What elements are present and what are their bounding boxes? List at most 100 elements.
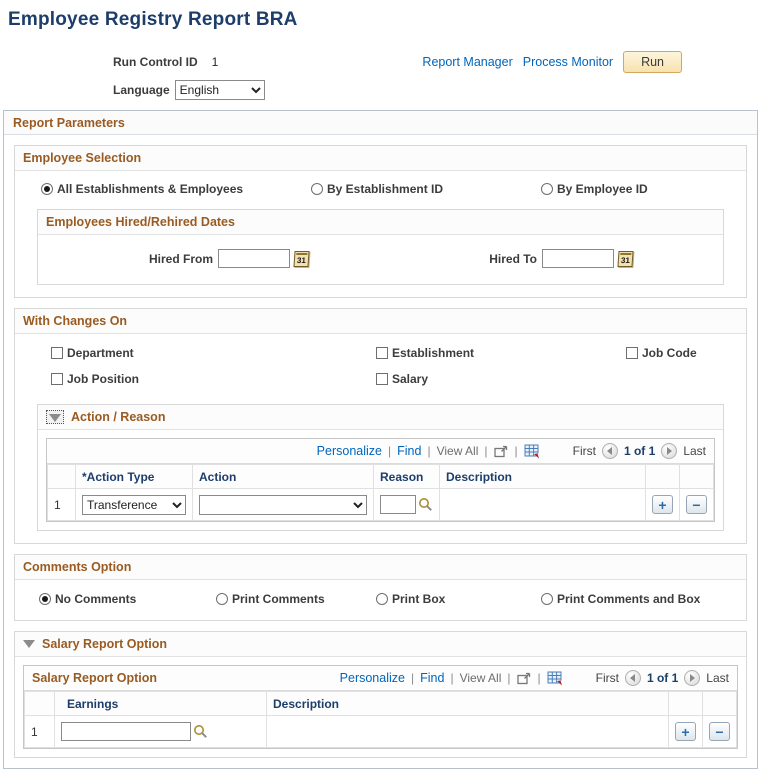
radio-button-icon[interactable] [376, 593, 388, 605]
earnings-input[interactable] [61, 722, 191, 741]
arrow-left-icon [630, 674, 636, 682]
delete-row-button[interactable]: − [709, 722, 730, 741]
column-header-description: Description [266, 691, 669, 716]
view-all-link[interactable]: View All [459, 671, 502, 685]
hired-to-input[interactable] [542, 249, 614, 268]
column-header-reason: Reason [373, 464, 440, 489]
radio-by-establishment-id[interactable]: By Establishment ID [311, 182, 541, 196]
hired-from-input[interactable] [218, 249, 290, 268]
lookup-magnifier-icon[interactable] [418, 497, 433, 512]
radio-button-icon[interactable] [311, 183, 323, 195]
radio-button-icon[interactable] [39, 593, 51, 605]
radio-print-comments[interactable]: Print Comments [216, 592, 376, 606]
column-header-action: Action [192, 464, 374, 489]
column-header-row: Earnings Description [24, 691, 737, 716]
checkbox-icon[interactable] [51, 347, 63, 359]
radio-by-employee-id[interactable]: By Employee ID [541, 182, 648, 196]
arrow-right-icon [666, 447, 672, 455]
calendar-icon[interactable]: 31 [617, 250, 634, 267]
hired-dates-groupbox: Employees Hired/Rehired Dates Hired From… [37, 209, 724, 285]
description-cell [439, 488, 646, 521]
add-row-button[interactable]: + [675, 722, 696, 741]
checkbox-job-code[interactable]: Job Code [626, 346, 697, 360]
first-page-label: First [572, 444, 596, 458]
action-select[interactable] [199, 494, 367, 515]
download-to-excel-icon[interactable] [547, 671, 563, 686]
action-reason-grid: Personalize | Find | View All | | First … [46, 438, 715, 522]
column-header-row: *Action Type Action Reason Description [47, 464, 714, 489]
hired-dates-title: Employees Hired/Rehired Dates [46, 215, 235, 229]
action-reason-title: Action / Reason [71, 410, 166, 424]
radio-button-icon[interactable] [541, 593, 553, 605]
report-parameters-header: Report Parameters [4, 111, 757, 135]
process-monitor-link[interactable]: Process Monitor [522, 55, 614, 69]
checkbox-job-position[interactable]: Job Position [51, 372, 376, 386]
find-link[interactable]: Find [420, 671, 445, 685]
action-type-select[interactable]: Transference [82, 494, 186, 515]
employee-selection-groupbox: Employee Selection All Establishments & … [14, 145, 747, 298]
with-changes-on-title: With Changes On [23, 314, 128, 328]
row-number: 1 [24, 715, 55, 748]
column-header-description: Description [439, 464, 646, 489]
salary-report-option-title: Salary Report Option [42, 637, 168, 651]
chevron-down-icon[interactable] [23, 640, 35, 648]
column-header-earnings: Earnings [54, 691, 267, 716]
checkbox-icon[interactable] [376, 373, 388, 385]
next-page-button[interactable] [661, 443, 678, 459]
language-select[interactable]: English [174, 80, 265, 100]
checkbox-salary[interactable]: Salary [376, 372, 428, 386]
report-parameters-container: Report Parameters Employee Selection All… [3, 110, 758, 769]
calendar-icon[interactable]: 31 [293, 250, 310, 267]
download-to-excel-icon[interactable] [524, 444, 540, 459]
column-header-action-type: *Action Type [75, 464, 193, 489]
personalize-link[interactable]: Personalize [316, 444, 382, 458]
add-row-button[interactable]: + [652, 495, 673, 514]
salary-report-option-grid: Salary Report Option Personalize | Find … [23, 665, 738, 749]
checkbox-establishment[interactable]: Establishment [376, 346, 626, 360]
language-row: Language English [113, 80, 761, 100]
salary-grid-title: Salary Report Option [32, 671, 158, 685]
radio-print-box[interactable]: Print Box [376, 592, 541, 606]
last-page-label: Last [683, 444, 706, 458]
comments-option-title: Comments Option [23, 560, 132, 574]
table-row: 1 Transference [47, 488, 714, 521]
action-reason-section: Action / Reason Personalize | Find | Vie… [37, 404, 724, 531]
find-link[interactable]: Find [397, 444, 422, 458]
reason-input[interactable] [380, 495, 416, 514]
previous-page-button[interactable] [601, 443, 618, 459]
run-control-id-value: 1 [211, 55, 219, 69]
lookup-magnifier-icon[interactable] [193, 724, 208, 739]
radio-button-icon[interactable] [541, 183, 553, 195]
checkbox-icon[interactable] [376, 347, 388, 359]
view-all-link[interactable]: View All [436, 444, 479, 458]
with-changes-on-groupbox: With Changes On Department Establishment… [14, 308, 747, 544]
hired-to-label: Hired To [489, 251, 537, 266]
salary-report-option-section: Salary Report Option Salary Report Optio… [14, 631, 747, 758]
run-control-row: Run Control ID 1 Report Manager Process … [113, 51, 682, 73]
delete-row-button[interactable]: − [686, 495, 707, 514]
previous-page-button[interactable] [624, 670, 641, 686]
radio-no-comments[interactable]: No Comments [39, 592, 216, 606]
personalize-link[interactable]: Personalize [339, 671, 405, 685]
collapse-section-button[interactable] [46, 410, 64, 424]
radio-button-icon[interactable] [216, 593, 228, 605]
run-button[interactable]: Run [623, 51, 682, 73]
page-indicator: 1 of 1 [623, 444, 656, 458]
table-row: 1 + − [24, 715, 737, 748]
radio-print-comments-and-box[interactable]: Print Comments and Box [541, 592, 700, 606]
popout-window-icon[interactable] [516, 672, 532, 685]
checkbox-icon[interactable] [626, 347, 638, 359]
language-label: Language [113, 83, 170, 97]
employee-selection-title: Employee Selection [23, 151, 142, 165]
comments-option-groupbox: Comments Option No Comments Print Commen… [14, 554, 747, 621]
popout-window-icon[interactable] [493, 445, 509, 458]
checkbox-icon[interactable] [51, 373, 63, 385]
report-manager-link[interactable]: Report Manager [422, 55, 513, 69]
next-page-button[interactable] [684, 670, 701, 686]
radio-all-establishments[interactable]: All Establishments & Employees [41, 182, 311, 196]
arrow-right-icon [689, 674, 695, 682]
page-title: Employee Registry Report BRA [8, 9, 298, 30]
first-page-label: First [595, 671, 619, 685]
radio-button-icon[interactable] [41, 183, 53, 195]
checkbox-department[interactable]: Department [51, 346, 376, 360]
